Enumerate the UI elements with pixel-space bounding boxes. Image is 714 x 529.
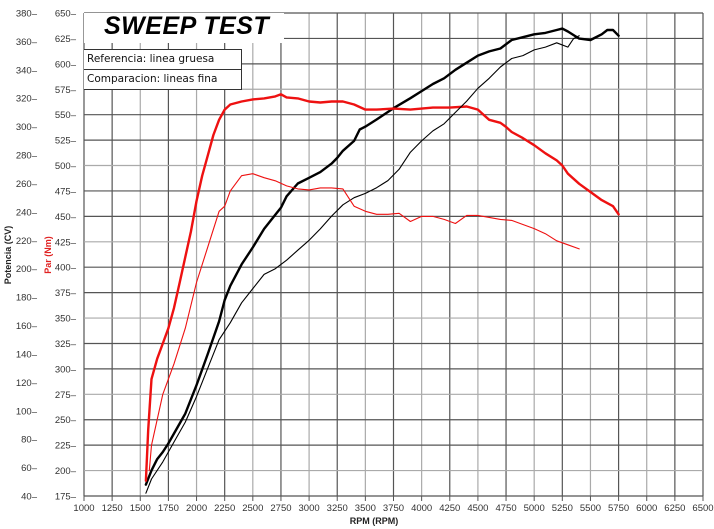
torque-tick-label: 375– bbox=[55, 288, 77, 299]
torque-tick-label: 450– bbox=[55, 212, 77, 223]
power-tick-label: 380– bbox=[16, 9, 38, 20]
x-axis-ticks: 1000 1250 1500 1750 2000 2250 2500 2750 3000 3250… bbox=[73, 496, 714, 514]
x-tick-label: 2250 bbox=[214, 503, 235, 514]
x-tick-label: 1000 bbox=[73, 503, 94, 514]
power-comparison-curve bbox=[145, 35, 580, 494]
torque-tick-label: 425– bbox=[55, 237, 77, 248]
torque-tick-label: 325– bbox=[55, 339, 77, 350]
torque-axis-ticks: 650– 625– 600– 575– 550– 525– 500– 475– 450– 425–… bbox=[55, 9, 77, 503]
x-tick-label: 4000 bbox=[411, 503, 432, 514]
x-tick-label: 2500 bbox=[242, 503, 263, 514]
torque-tick-label: 575– bbox=[55, 85, 77, 96]
torque-tick-label: 600– bbox=[55, 59, 77, 70]
power-axis-ticks: 380– 360– 340– 320– 300– 280– 260– 240– 220– 200–… bbox=[16, 9, 38, 503]
torque-tick-label: 225– bbox=[55, 441, 77, 452]
x-tick-label: 3000 bbox=[299, 503, 320, 514]
torque-tick-label: 525– bbox=[55, 136, 77, 147]
legend-item-comparison: Comparacion: lineas fina bbox=[84, 69, 241, 89]
power-tick-label: 340– bbox=[16, 65, 38, 76]
chart-title: SWEEP TEST bbox=[104, 12, 270, 40]
x-tick-label: 5000 bbox=[524, 503, 545, 514]
torque-tick-label: 300– bbox=[55, 364, 77, 375]
power-tick-label: 320– bbox=[16, 94, 38, 105]
x-tick-label: 2000 bbox=[186, 503, 207, 514]
power-tick-label: 80– bbox=[21, 435, 38, 446]
power-axis-title: Potencia (CV) bbox=[3, 226, 13, 285]
x-tick-label: 6000 bbox=[636, 503, 657, 514]
power-tick-label: 140– bbox=[16, 349, 38, 360]
power-tick-label: 220– bbox=[16, 236, 38, 247]
x-tick-label: 1250 bbox=[102, 503, 123, 514]
torque-tick-label: 625– bbox=[55, 34, 77, 45]
torque-tick-label: 275– bbox=[55, 390, 77, 401]
curves bbox=[144, 27, 620, 494]
legend-item-reference: Referencia: linea gruesa bbox=[87, 53, 215, 65]
x-tick-label: 3250 bbox=[327, 503, 348, 514]
power-tick-label: 260– bbox=[16, 179, 38, 190]
power-tick-label: 160– bbox=[16, 321, 38, 332]
power-tick-label: 120– bbox=[16, 378, 38, 389]
title-box bbox=[84, 13, 284, 43]
torque-tick-label: 250– bbox=[55, 415, 77, 426]
torque-tick-label: 350– bbox=[55, 314, 77, 325]
power-tick-label: 100– bbox=[16, 406, 38, 417]
x-tick-label: 5250 bbox=[552, 503, 573, 514]
x-tick-label: 4750 bbox=[495, 503, 516, 514]
torque-axis-title: Par (Nm) bbox=[43, 236, 53, 274]
torque-tick-label: 475– bbox=[55, 186, 77, 197]
torque-tick-label: 175– bbox=[55, 492, 77, 503]
torque-tick-label: 550– bbox=[55, 110, 77, 121]
power-tick-label: 180– bbox=[16, 293, 38, 304]
power-tick-label: 60– bbox=[21, 463, 38, 474]
legend: Referencia: linea gruesa Comparacion: li… bbox=[84, 49, 242, 90]
power-tick-label: 40– bbox=[21, 492, 38, 503]
power-tick-label: 200– bbox=[16, 264, 38, 275]
x-tick-label: 3750 bbox=[383, 503, 404, 514]
torque-tick-label: 500– bbox=[55, 161, 77, 172]
x-tick-label: 2750 bbox=[270, 503, 291, 514]
torque-tick-label: 200– bbox=[55, 466, 77, 477]
x-tick-label: 1500 bbox=[130, 503, 151, 514]
x-tick-label: 5750 bbox=[608, 503, 629, 514]
power-tick-label: 240– bbox=[16, 207, 38, 218]
x-tick-label: 5500 bbox=[580, 503, 601, 514]
power-tick-label: 280– bbox=[16, 151, 38, 162]
torque-tick-label: 650– bbox=[55, 9, 77, 20]
x-tick-label: 6500 bbox=[692, 503, 713, 514]
x-tick-label: 1750 bbox=[158, 503, 179, 514]
torque-comparison-curve bbox=[148, 173, 580, 472]
torque-tick-label: 400– bbox=[55, 263, 77, 274]
grid bbox=[83, 12, 704, 497]
x-axis-title: RPM (RPM) bbox=[350, 516, 399, 526]
x-tick-label: 3500 bbox=[355, 503, 376, 514]
x-tick-label: 4250 bbox=[439, 503, 460, 514]
torque-reference-curve bbox=[144, 93, 620, 482]
power-tick-label: 300– bbox=[16, 122, 38, 133]
power-reference-curve bbox=[144, 27, 620, 486]
power-tick-label: 360– bbox=[16, 37, 38, 48]
x-tick-label: 6250 bbox=[664, 503, 685, 514]
x-tick-label: 4500 bbox=[467, 503, 488, 514]
